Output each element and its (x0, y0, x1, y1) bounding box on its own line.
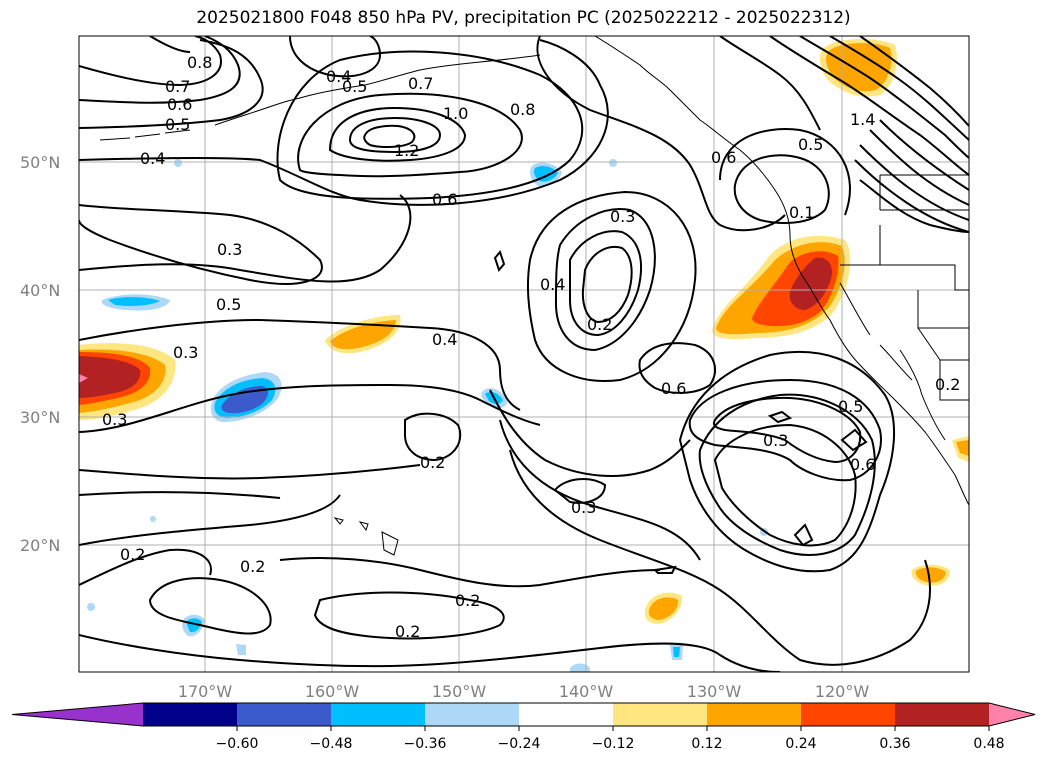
colorbar-segment (613, 703, 708, 726)
contour-label: 0.8 (510, 100, 535, 119)
colorbar-extend-min (12, 703, 143, 726)
contour-label: 0.5 (838, 397, 863, 416)
colorbar: −0.60 −0.48 −0.36 −0.24 −0.12 0.12 0.24 0.36 0.4… (11, 702, 1036, 752)
contour-label: 0.5 (165, 115, 190, 134)
contour-label: 0.4 (140, 149, 165, 168)
contour-label: 1.2 (394, 141, 419, 160)
contour-label: 0.7 (165, 77, 190, 96)
contour-label: 0.7 (408, 74, 433, 93)
lon-label: 150°W (432, 682, 487, 701)
colorbar-tick-label: 0.12 (691, 736, 722, 752)
map-frame (78, 35, 970, 673)
colorbar-tick-label: −0.36 (404, 736, 447, 752)
contour-label: 0.3 (217, 240, 242, 259)
contour-label: 0.1 (789, 203, 814, 222)
colorbar-tick-label: −0.48 (310, 736, 353, 752)
colorbar-extend-max (989, 703, 1035, 726)
map-area: 0.8 0.7 0.6 0.5 0.4 0.3 0.5 0.3 0.3 0.2 … (79, 36, 969, 672)
colorbar-segment (707, 703, 802, 726)
lon-label: 160°W (305, 682, 360, 701)
contour-label: 1.4 (850, 110, 875, 129)
contour-label: 0.6 (850, 455, 875, 474)
contour-labels: 0.8 0.7 0.6 0.5 0.4 0.3 0.5 0.3 0.3 0.2 … (102, 53, 960, 641)
colorbar-tick-label: −0.12 (592, 736, 635, 752)
contour-label: 0.3 (173, 343, 198, 362)
colorbar-tick-label: −0.24 (498, 736, 541, 752)
lat-label: 20°N (20, 536, 60, 555)
lon-label: 140°W (559, 682, 614, 701)
contour-label: 1.0 (443, 104, 468, 123)
coastlines (99, 36, 969, 556)
contour-label: 0.6 (661, 379, 686, 398)
lon-axis: 170°W 160°W 150°W 140°W 130°W 120°W (178, 682, 870, 701)
lon-label: 120°W (815, 682, 870, 701)
contour-label: 0.3 (610, 207, 635, 226)
lat-label: 40°N (20, 281, 60, 300)
contour-label: 0.2 (395, 622, 420, 641)
graticule (79, 36, 969, 672)
precip-shading (79, 38, 969, 672)
colorbar-segment (801, 703, 896, 726)
contour-label: 0.3 (763, 431, 788, 450)
contour-label: 0.6 (167, 95, 192, 114)
colorbar-segment (519, 703, 614, 726)
contour-label: 0.6 (432, 190, 457, 209)
contour-label: 0.5 (342, 77, 367, 96)
lat-label: 50°N (20, 153, 60, 172)
lon-label: 130°W (687, 682, 742, 701)
contour-label: 0.4 (326, 67, 351, 86)
pv-contours (79, 36, 969, 672)
lat-axis: 50°N 40°N 30°N 20°N (20, 153, 60, 555)
colorbar-segment (237, 703, 332, 726)
contour-label: 0.2 (240, 557, 265, 576)
contour-label: 0.5 (216, 295, 241, 314)
contour-label: 0.2 (420, 453, 445, 472)
colorbar-outline (11, 702, 1036, 727)
contour-label: 0.2 (587, 315, 612, 334)
colorbar-segment (143, 703, 238, 726)
colorbar-tick-label: 0.48 (973, 736, 1004, 752)
contour-label: 0.5 (798, 135, 823, 154)
contour-label: 0.2 (455, 591, 480, 610)
colorbar-tick-label: 0.24 (785, 736, 816, 752)
colorbar-segment (331, 703, 426, 726)
colorbar-tick-label: 0.36 (879, 736, 910, 752)
colorbar-segment (425, 703, 520, 726)
lat-label: 30°N (20, 408, 60, 427)
contour-label: 0.4 (432, 330, 457, 349)
contour-label: 0.2 (120, 545, 145, 564)
contour-label: 0.3 (102, 410, 127, 429)
plot-title: 2025021800 F048 850 hPa PV, precipitatio… (196, 8, 851, 28)
contour-label: 0.3 (571, 498, 596, 517)
colorbar-tick-label: −0.60 (216, 736, 259, 752)
contour-label: 0.8 (187, 53, 212, 72)
contour-label: 0.2 (935, 375, 960, 394)
colorbar-segment (895, 703, 990, 726)
contour-label: 0.6 (711, 148, 736, 167)
lon-label: 170°W (178, 682, 233, 701)
contour-label: 0.4 (540, 275, 565, 294)
